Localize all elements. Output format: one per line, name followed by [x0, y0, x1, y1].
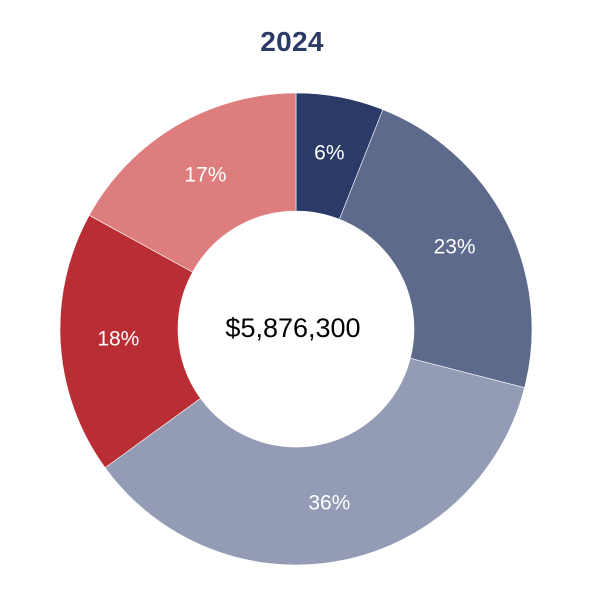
- donut-slice-3: [59, 214, 201, 469]
- slice-label-2: 36%: [308, 491, 350, 514]
- slice-label-0: 6%: [314, 142, 344, 165]
- slice-label-4: 17%: [184, 163, 226, 186]
- slice-label-1: 23%: [434, 236, 476, 259]
- donut-slices: [59, 92, 533, 566]
- slice-labels: 6% 23% 36% 18% 17%: [97, 142, 475, 515]
- donut-slice-1: [339, 109, 533, 389]
- chart-title: 2024: [260, 26, 324, 57]
- donut-slice-4: [88, 92, 297, 273]
- center-total-label: $5,876,300: [225, 313, 360, 343]
- slice-label-3: 18%: [97, 328, 139, 351]
- donut-slice-2: [104, 357, 525, 566]
